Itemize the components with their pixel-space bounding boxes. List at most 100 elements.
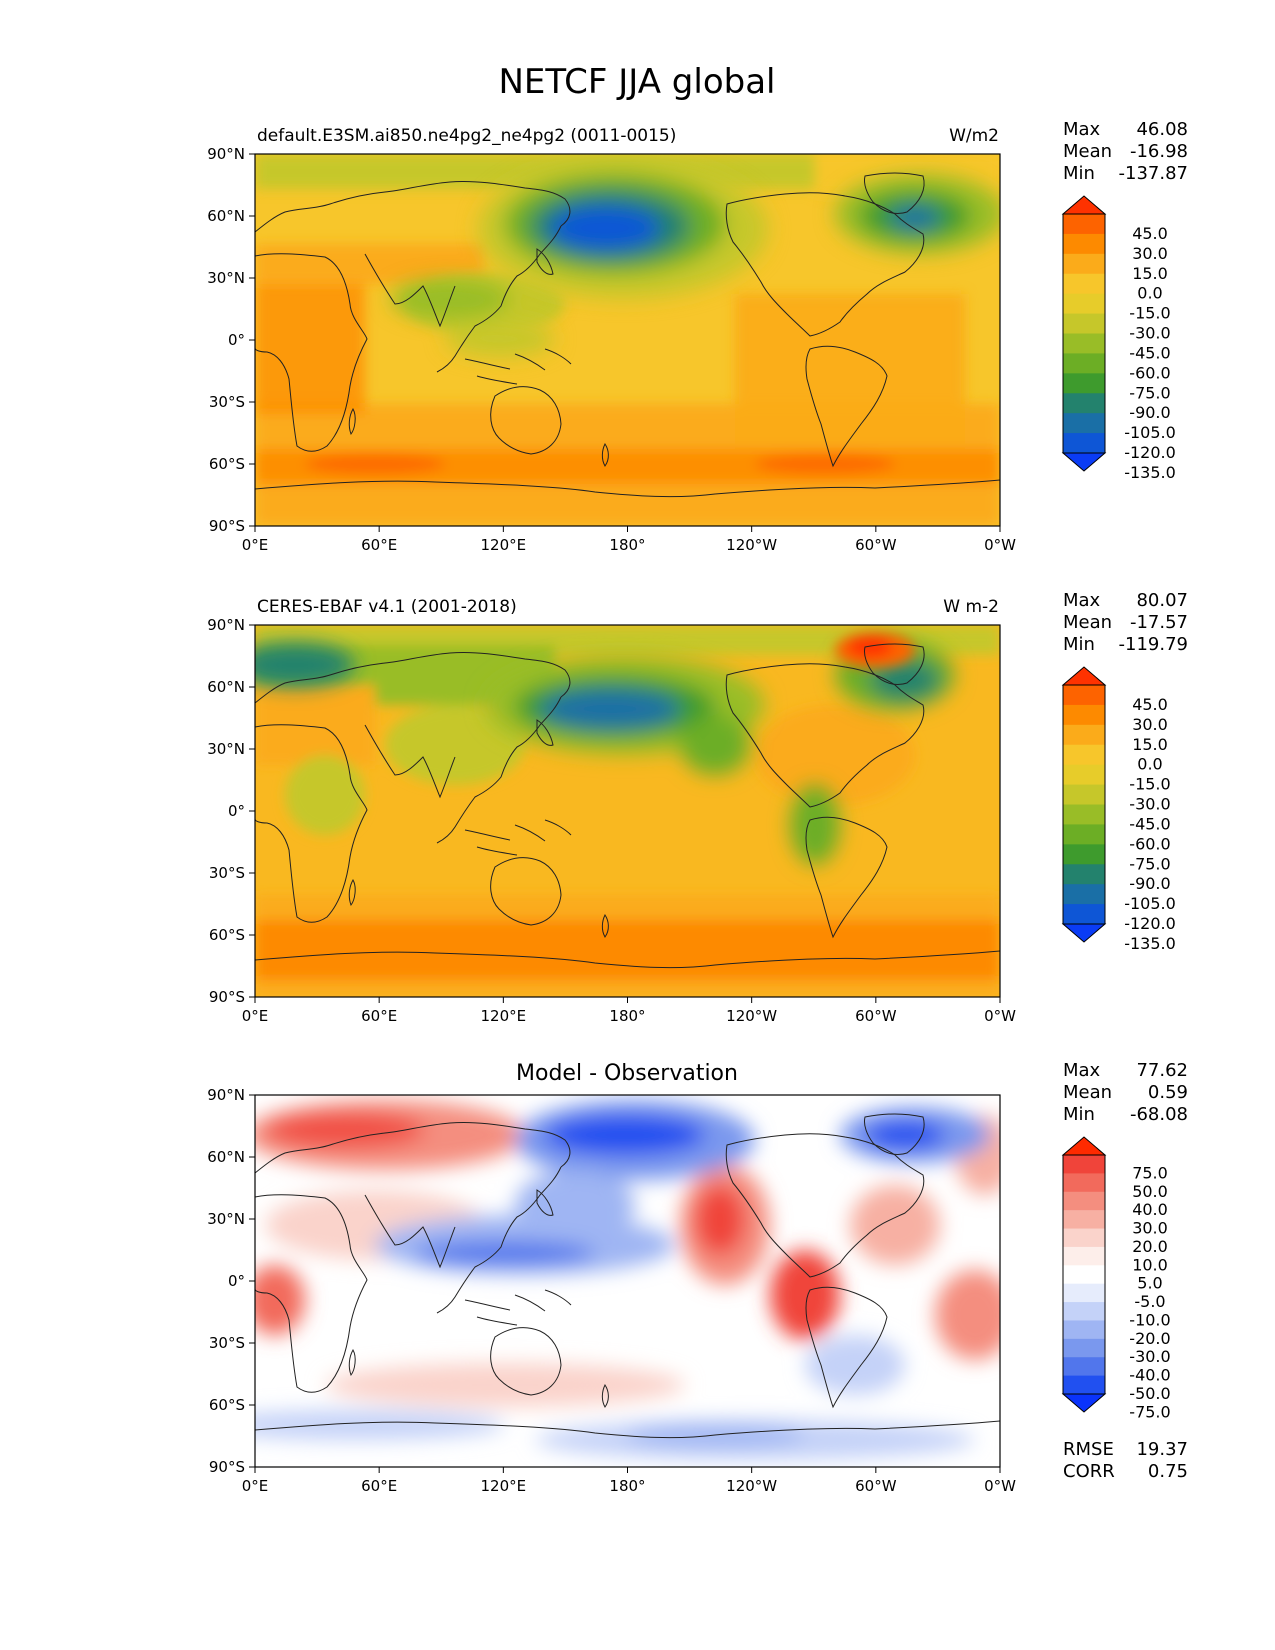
stat-value: 0.59	[1148, 1082, 1188, 1103]
colorbar-swatch	[1063, 764, 1105, 786]
stat-value: -17.57	[1130, 612, 1188, 633]
stat-value: -137.87	[1119, 163, 1188, 184]
colorbar-tick-label: 45.0	[1132, 224, 1168, 243]
colorbar-frame	[1062, 1154, 1106, 1395]
stat-label: Mean	[1063, 1082, 1112, 1103]
colorbar-tick-label: 0.0	[1137, 284, 1162, 303]
colorbar-tick-label: -75.0	[1129, 854, 1170, 873]
colorbar-tick-label: -40.0	[1129, 1366, 1170, 1385]
colorbar-tick-label: 40.0	[1132, 1200, 1168, 1219]
colorbar-swatch	[1063, 1265, 1105, 1285]
y-tick-label: 30°S	[209, 393, 245, 411]
colorbar-swatch	[1063, 413, 1105, 434]
x-tick-label: 180°	[609, 1477, 645, 1495]
panel-obs-units: W m-2	[943, 597, 999, 617]
panel-diff-map	[255, 1095, 1000, 1467]
panel-model-units: W/m2	[949, 126, 999, 146]
panel-model-stats: Max 46.08 Mean -16.98 Min -137.87	[1063, 119, 1188, 184]
colorbar-swatch	[1063, 884, 1105, 905]
y-tick-label: 30°N	[207, 1210, 245, 1228]
stat-value: 77.62	[1136, 1060, 1188, 1081]
y-tick-label: 90°S	[209, 988, 245, 1006]
panel-diff-axes: 0°E 60°E 120°E 180° 120°W 60°W 0°W 90°N 60°N 30°N…	[207, 1086, 1016, 1495]
colorbar-tick-label: -60.0	[1129, 363, 1170, 382]
panel-model-map	[255, 154, 1000, 526]
colorbar-extend-max	[1061, 666, 1107, 686]
colorbar-swatch	[1063, 804, 1105, 825]
y-tick-label: 60°N	[207, 1148, 245, 1166]
stat-label: Min	[1063, 1104, 1095, 1125]
colorbar-swatch	[1063, 1191, 1105, 1211]
colorbar-extend-max	[1061, 195, 1107, 215]
stat-value: 80.07	[1136, 590, 1188, 611]
colorbar-tick-label: 30.0	[1132, 244, 1168, 263]
colorbar-tick-label: -45.0	[1129, 814, 1170, 833]
colorbar-swatch	[1063, 724, 1105, 746]
x-tick-label: 180°	[609, 1007, 645, 1025]
colorbar-swatch	[1063, 864, 1105, 885]
colorbar-swatch	[1063, 433, 1105, 454]
colorbar-swatch	[1063, 333, 1105, 354]
stat-label: Max	[1063, 590, 1101, 611]
colorbar-swatch	[1063, 313, 1105, 334]
colorbar-swatch	[1063, 1246, 1105, 1266]
colorbar-tick-label: -45.0	[1129, 343, 1170, 362]
x-tick-label: 120°W	[726, 536, 777, 554]
colorbar-tick-label: -15.0	[1129, 304, 1170, 323]
panel-diff-extra-stats: RMSE 19.37 CORR 0.75	[1063, 1439, 1188, 1482]
colorbar-swatch	[1063, 273, 1105, 295]
y-tick-label: 60°S	[209, 926, 245, 944]
y-tick-label: 90°S	[209, 517, 245, 535]
x-tick-label: 0°E	[242, 536, 269, 554]
stat-value: -119.79	[1119, 634, 1188, 655]
colorbar-swatch	[1063, 844, 1105, 865]
stat-label: Min	[1063, 634, 1095, 655]
colorbar-swatch	[1063, 1338, 1105, 1358]
colorbar-tick-label: 20.0	[1132, 1237, 1168, 1256]
y-tick-label: 60°S	[209, 1396, 245, 1414]
colorbar-swatch	[1063, 1375, 1105, 1395]
x-tick-label: 120°E	[481, 536, 527, 554]
y-tick-label: 0°	[228, 1272, 245, 1290]
colorbar-swatch	[1063, 685, 1105, 706]
colorbar-tick-label: -135.0	[1124, 463, 1176, 482]
colorbar-tick-label: 30.0	[1132, 715, 1168, 734]
colorbar-swatch	[1063, 1228, 1105, 1248]
colorbar-tick-label: 15.0	[1132, 735, 1168, 754]
colorbar-swatch	[1063, 1210, 1105, 1230]
colorbar-tick-label: -5.0	[1134, 1292, 1165, 1311]
y-tick-label: 0°	[228, 331, 245, 349]
y-tick-label: 60°S	[209, 455, 245, 473]
y-tick-label: 90°N	[207, 616, 245, 634]
x-tick-label: 0°W	[984, 1477, 1016, 1495]
colorbar-swatch	[1063, 784, 1105, 805]
x-tick-label: 120°W	[726, 1477, 777, 1495]
colorbar-tick-label: -120.0	[1124, 914, 1176, 933]
panel-model-left-title: default.E3SM.ai850.ne4pg2_ne4pg2 (0011-0…	[257, 126, 676, 146]
colorbar-swatch	[1063, 1283, 1105, 1303]
y-tick-label: 90°S	[209, 1458, 245, 1476]
panel-obs-stats: Max 80.07 Mean -17.57 Min -119.79	[1063, 590, 1188, 655]
colorbar-frame	[1062, 213, 1106, 454]
panel-model-colorbar: 45.030.015.00.0-15.0-30.0-45.0-60.0-75.0…	[1061, 195, 1176, 482]
colorbar-swatch	[1063, 1357, 1105, 1377]
x-tick-label: 60°E	[361, 1007, 397, 1025]
panel-model: default.E3SM.ai850.ne4pg2_ne4pg2 (0011-0…	[207, 119, 1188, 554]
colorbar-swatch	[1063, 233, 1105, 255]
colorbar-tick-label: -90.0	[1129, 874, 1170, 893]
x-tick-label: 60°W	[855, 1477, 897, 1495]
panel-obs-axes: 0°E 60°E 120°E 180° 120°W 60°W 0°W 90°N 60°N 30°N…	[207, 616, 1016, 1025]
colorbar-extend-min	[1061, 1393, 1107, 1413]
stat-label: Max	[1063, 1060, 1101, 1081]
colorbar-tick-label: -105.0	[1124, 423, 1176, 442]
y-tick-label: 0°	[228, 802, 245, 820]
colorbar-tick-label: -120.0	[1124, 443, 1176, 462]
y-tick-label: 60°N	[207, 207, 245, 225]
colorbar-tick-label: -30.0	[1129, 795, 1170, 814]
colorbar-tick-label: -60.0	[1129, 834, 1170, 853]
colorbar-swatch	[1063, 1320, 1105, 1340]
colorbar-frame	[1062, 684, 1106, 925]
panel-obs-map	[255, 625, 1000, 997]
colorbar-swatch	[1063, 293, 1105, 315]
y-tick-label: 30°S	[209, 864, 245, 882]
